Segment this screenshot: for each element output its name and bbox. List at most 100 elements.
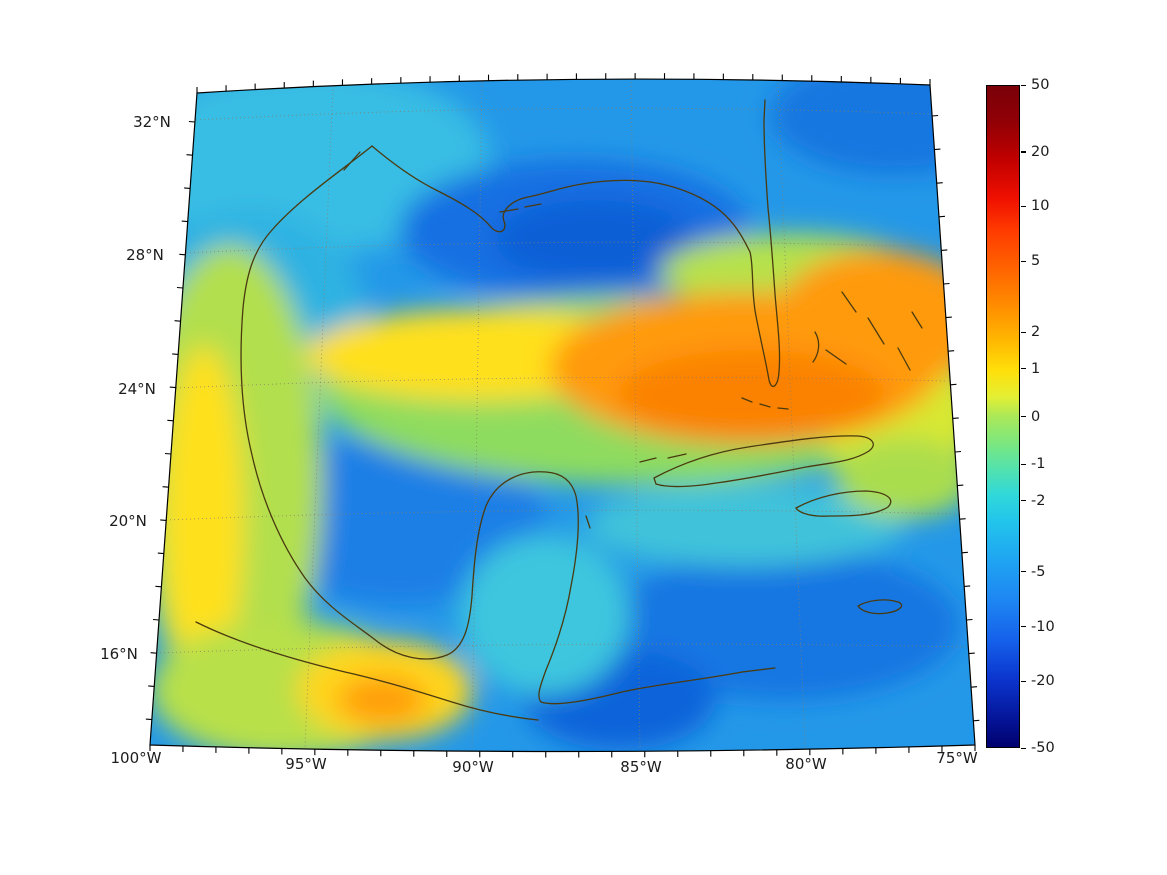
- frame-tick: [938, 215, 946, 218]
- heatmap-layer: [150, 79, 975, 752]
- colorbar-tick-label: 5: [1031, 253, 1041, 270]
- frame-tick: [943, 282, 950, 285]
- latitude-tick-label: 24°N: [118, 380, 156, 398]
- graticule: [155, 79, 969, 751]
- longitude-tick-label: 90°W: [452, 758, 494, 776]
- colorbar-tick: [1021, 151, 1026, 153]
- heat-blobs: [150, 79, 975, 752]
- frame-tick: [948, 350, 955, 352]
- heat-blob: [150, 79, 490, 255]
- heat-blob: [495, 200, 695, 280]
- latitude-tick-label: 32°N: [133, 113, 171, 131]
- frame-tick: [936, 182, 943, 184]
- meridian-80w: [777, 82, 806, 749]
- colorbar-tick-label: 1: [1031, 360, 1041, 377]
- heat-blob: [460, 535, 630, 695]
- longitude-tick-label: 100°W: [110, 749, 162, 767]
- frame-tick: [150, 652, 157, 654]
- colorbar-tick-label: -10: [1031, 618, 1055, 635]
- frame-tick: [157, 552, 164, 555]
- frame-tick: [950, 383, 957, 386]
- colorbar-tick: [1021, 463, 1026, 465]
- meridian-85w: [630, 79, 641, 751]
- frame-tick: [176, 286, 183, 289]
- colorbar-tick-label: -5: [1031, 563, 1046, 580]
- meridian-95w: [304, 85, 334, 749]
- coastline-bahamas: [812, 291, 923, 371]
- frame-tick: [181, 220, 188, 223]
- colorbar-tick: [1021, 747, 1026, 749]
- colorbar-tick: [1021, 680, 1026, 682]
- colorbar-tick-label: 50: [1031, 77, 1050, 93]
- longitude-tick-label: 75°W: [936, 749, 978, 767]
- frame-tick: [971, 686, 978, 688]
- coastline-texas-mexico-yucatan: [240, 145, 776, 705]
- coastline-cuba: [653, 435, 874, 488]
- frame-tick: [184, 187, 191, 189]
- colorbar: [986, 85, 1020, 748]
- colorbar-tick: [1021, 571, 1026, 573]
- colorbar-tick: [1021, 331, 1026, 333]
- frame-tick: [148, 685, 155, 687]
- frame-tick: [188, 120, 195, 123]
- colorbar-tick-label: 10: [1031, 198, 1050, 215]
- heat-blob: [770, 79, 975, 175]
- frame-tick: [973, 719, 980, 722]
- frame-tick: [160, 519, 167, 521]
- frame-tick: [179, 253, 186, 256]
- parallel-28n: [185, 241, 939, 254]
- frame-tick: [152, 618, 160, 621]
- colorbar-tick: [1021, 626, 1026, 628]
- frame-tick: [167, 419, 174, 422]
- colorbar-tick: [1021, 84, 1026, 86]
- coastline-jamaica: [857, 599, 903, 615]
- frame-tick: [174, 320, 181, 322]
- frame-tick: [164, 452, 172, 455]
- heat-blob: [337, 676, 427, 724]
- colorbar-tick-label: -50: [1031, 740, 1055, 756]
- frame-tick: [172, 353, 179, 355]
- heat-blob: [585, 483, 905, 567]
- heat-blob: [775, 250, 975, 390]
- heat-blob: [617, 350, 887, 442]
- coastlines: [195, 99, 923, 721]
- frame-tick: [964, 585, 971, 587]
- longitude-tick-label: 95°W: [285, 755, 327, 773]
- colorbar-tick-label: -2: [1031, 492, 1046, 509]
- colorbar-tick-label: 20: [1031, 143, 1050, 160]
- latitude-tick-label: 28°N: [126, 246, 164, 264]
- heat-blob: [164, 345, 244, 695]
- frame-tick: [932, 114, 939, 117]
- coastline-north-gulf-florida: [371, 99, 781, 388]
- frame-tick: [945, 316, 952, 319]
- frame-tick: [954, 450, 962, 453]
- frame-tick: [952, 417, 959, 419]
- longitude-tick-label: 85°W: [620, 758, 662, 776]
- colorbar-tick: [1021, 260, 1026, 263]
- coastline-small-islands: [343, 151, 687, 529]
- latitude-tick-label: 16°N: [100, 645, 138, 663]
- frame-tick: [162, 486, 169, 488]
- colorbar-tick: [1021, 416, 1026, 418]
- heat-blob: [835, 438, 975, 518]
- frame-tick: [957, 484, 964, 487]
- coastline-florida-keys: [741, 397, 789, 410]
- coastline-pacific-central-america: [195, 621, 539, 721]
- colorbar-tick: [1021, 500, 1026, 502]
- frame-tick: [155, 585, 162, 588]
- frame-tick: [961, 551, 968, 554]
- frame-tick: [968, 652, 975, 655]
- coastline-hispaniola: [795, 490, 892, 517]
- frame-tick: [966, 618, 973, 621]
- frame-tick: [959, 518, 966, 520]
- frame-tick: [145, 718, 152, 721]
- colorbar-tick-label: 2: [1031, 324, 1041, 341]
- frame-tick: [169, 386, 176, 389]
- colorbar-tick-label: -20: [1031, 673, 1055, 690]
- parallel-20n: [165, 509, 959, 521]
- frame-tick: [941, 249, 948, 251]
- heat-blob: [255, 435, 545, 605]
- meridian-90w: [471, 79, 483, 751]
